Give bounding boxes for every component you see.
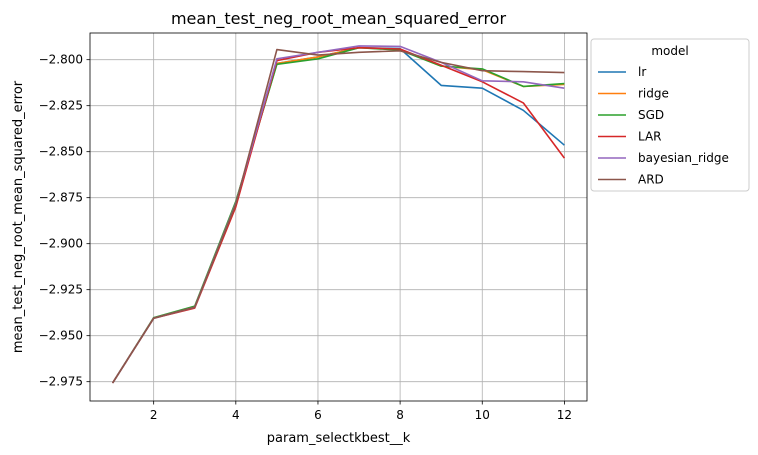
x-tick-label: 2 (150, 408, 158, 422)
series-line-lr (111, 46, 565, 384)
y-axis-ticks: −2.975 −2.950 −2.925 −2.900 −2.875 −2.850 −2.8… (39, 53, 90, 389)
y-tick-label: −2.950 (39, 329, 83, 343)
legend-entries: lr ridge SGD LAR bayesian_ridge ARD (598, 65, 729, 187)
x-axis-label: param_selectkbest__k (267, 431, 411, 446)
series-line-ridge (111, 46, 565, 384)
y-tick-label: −2.800 (39, 53, 83, 67)
legend: model lr ridge SGD LAR bayesian_ridge ARD (590, 38, 750, 192)
grid (90, 33, 587, 401)
series-line-lar (111, 46, 566, 384)
legend-label: SGD (638, 108, 664, 122)
x-tick-label: 8 (396, 408, 404, 422)
chart-title: mean_test_neg_root_mean_squared_error (171, 9, 507, 29)
legend-label: lr (638, 65, 646, 79)
y-tick-label: −2.900 (39, 237, 83, 251)
legend-label: LAR (638, 130, 662, 144)
x-axis-ticks: 2 4 6 8 10 12 (150, 401, 572, 422)
series-line-ard (111, 48, 565, 384)
series-lines (111, 45, 566, 384)
x-tick-label: 6 (314, 408, 322, 422)
series-line-sgd (111, 46, 565, 384)
y-tick-label: −2.925 (39, 283, 83, 297)
y-tick-label: −2.875 (39, 191, 83, 205)
legend-label: ridge (638, 87, 669, 101)
y-axis-label: mean_test_neg_root_mean_squared_error (11, 80, 26, 353)
plot-area-frame (89, 32, 588, 402)
legend-box (590, 38, 750, 192)
x-tick-label: 12 (557, 408, 572, 422)
x-tick-label: 10 (475, 408, 490, 422)
legend-title: model (651, 44, 688, 58)
legend-label: bayesian_ridge (638, 151, 729, 165)
x-tick-label: 4 (232, 408, 240, 422)
y-tick-label: −2.975 (39, 375, 83, 389)
y-tick-label: −2.825 (39, 99, 83, 113)
legend-label: ARD (638, 173, 664, 187)
y-tick-label: −2.850 (39, 145, 83, 159)
